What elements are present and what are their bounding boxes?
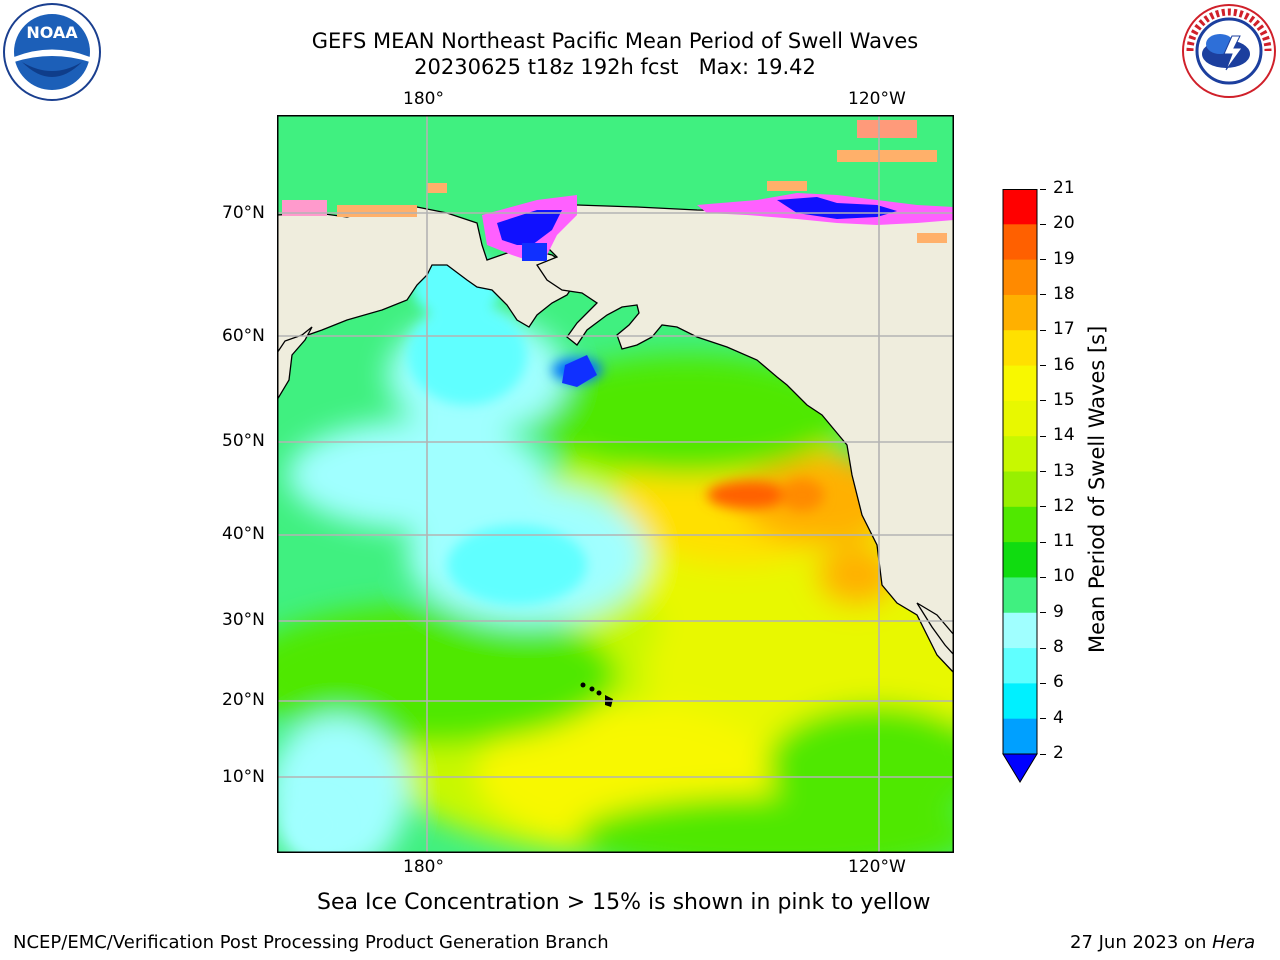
colorbar-tick-label: 6: [1053, 672, 1064, 693]
colorbar-tick-label: 2: [1053, 743, 1064, 763]
land-siberia: [277, 206, 578, 354]
lon-label-bottom-120w: 120°W: [848, 857, 906, 877]
colorbar-band: [1003, 648, 1037, 684]
colorbar-band: [1003, 612, 1037, 649]
lon-label-bottom-180: 180°: [403, 857, 444, 877]
chart-title: GEFS MEAN Northeast Pacific Mean Period …: [311, 29, 919, 53]
graticule: [277, 115, 954, 853]
lat-label-20n: 20°N: [222, 690, 265, 710]
lat-label-60n: 60°N: [222, 326, 265, 346]
colorbar-band: [1003, 542, 1037, 578]
colorbar-tick-mark: [1040, 259, 1046, 261]
footer-date: 27 Jun 2023 on Hera: [1070, 932, 1255, 953]
colorbar-tick-label: 20: [1053, 213, 1075, 234]
sea-ice-note: Sea Ice Concentration > 15% is shown in …: [317, 890, 931, 915]
footer-credit: NCEP/EMC/Verification Post Processing Pr…: [13, 932, 609, 953]
sea-ice: [282, 120, 954, 387]
colorbar-tick-mark: [1040, 576, 1046, 578]
colorbar-tick-mark: [1040, 753, 1046, 755]
colorbar-band: [1003, 683, 1037, 720]
footer-date-text: 27 Jun 2023 on: [1070, 932, 1213, 953]
colorbar-border: [1002, 189, 1038, 755]
colorbar-tick-label: 19: [1053, 248, 1075, 269]
colorbar-tick-label: 14: [1053, 425, 1075, 446]
colorbar-tick-label: 10: [1053, 566, 1075, 587]
colorbar-band: [1003, 294, 1037, 331]
colorbar-band: [1003, 259, 1037, 296]
colorbar-band: [1003, 365, 1037, 402]
chart-subtitle: 20230625 t18z 192h fcst Max: 19.42: [414, 55, 816, 79]
colorbar-band: [1003, 189, 1037, 225]
colorbar-tick-label: 9: [1053, 601, 1064, 622]
colorbar-tick-mark: [1040, 365, 1046, 367]
colorbar-tick-mark: [1040, 400, 1046, 402]
nws-logo: [1180, 2, 1278, 100]
colorbar-tick-mark: [1040, 329, 1046, 331]
colorbar-tick-mark: [1040, 541, 1046, 543]
colorbar-band: [1003, 436, 1037, 472]
colorbar-tick-label: 18: [1053, 283, 1075, 304]
colorbar-tick-label: 12: [1053, 495, 1075, 516]
colorbar-tick-mark: [1040, 612, 1046, 614]
colorbar-extend: [1002, 753, 1038, 783]
colorbar-tick-mark: [1040, 506, 1046, 508]
colorbar-band: [1003, 577, 1037, 614]
colorbar: [1002, 189, 1042, 784]
colorbar-tick-label: 16: [1053, 354, 1075, 375]
colorbar-tick-label: 21: [1053, 178, 1075, 198]
colorbar-tick-mark: [1040, 188, 1046, 190]
colorbar-tick-mark: [1040, 471, 1046, 472]
lon-label-top-180: 180°: [403, 89, 444, 109]
lat-label-30n: 30°N: [222, 610, 265, 630]
colorbar-label: Mean Period of Swell Waves [s]: [1085, 325, 1109, 653]
colorbar-tick-label: 15: [1053, 389, 1075, 410]
colorbar-tick-label: 4: [1053, 707, 1064, 728]
footer-host: Hera: [1212, 932, 1256, 953]
noaa-logo-text: NOAA: [26, 23, 78, 42]
lat-label-40n: 40°N: [222, 524, 265, 544]
colorbar-tick-mark: [1040, 682, 1046, 684]
lat-label-50n: 50°N: [222, 431, 265, 451]
colorbar-tick-label: 17: [1053, 319, 1075, 340]
colorbar-tick-mark: [1040, 435, 1046, 437]
colorbar-tick-mark: [1040, 718, 1046, 720]
colorbar-band: [1003, 224, 1037, 261]
lat-label-70n: 70°N: [222, 203, 265, 223]
colorbar-band: [1003, 506, 1037, 543]
colorbar-band: [1003, 718, 1037, 755]
map-panel: [277, 115, 954, 853]
colorbar-band: [1003, 471, 1037, 508]
colorbar-tick-mark: [1040, 647, 1046, 649]
colorbar-tick-mark: [1040, 294, 1046, 296]
colorbar-band: [1003, 400, 1037, 437]
colorbar-tick-mark: [1040, 223, 1046, 225]
lon-label-top-120w: 120°W: [848, 89, 906, 109]
colorbar-band: [1003, 330, 1037, 367]
noaa-logo: NOAA: [2, 2, 102, 102]
colorbar-tick-label: 8: [1053, 637, 1064, 658]
lat-label-10n: 10°N: [222, 767, 265, 787]
colorbar-tick-label: 11: [1053, 531, 1075, 552]
colorbar-tick-label: 13: [1053, 460, 1075, 481]
